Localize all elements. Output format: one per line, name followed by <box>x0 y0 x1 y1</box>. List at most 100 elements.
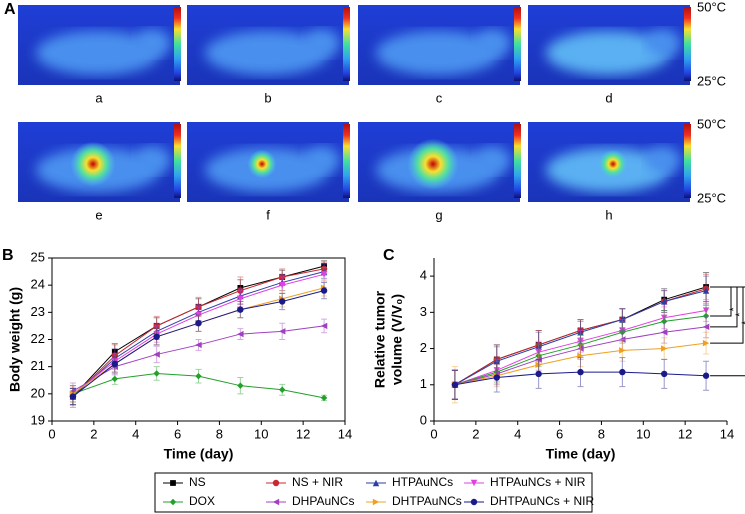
marker <box>153 322 160 330</box>
marker <box>279 273 286 281</box>
color-bar <box>684 124 691 198</box>
x-tick-label: 14 <box>338 426 352 441</box>
color-bar <box>174 124 181 198</box>
image-label: g <box>435 207 442 222</box>
legend-label: DHPAuNCs <box>292 494 354 508</box>
marker <box>702 307 710 314</box>
significance-bracket <box>710 286 745 377</box>
marker <box>619 347 626 354</box>
legend-label: DOX <box>189 494 215 508</box>
x-tick-label: 12 <box>678 426 692 441</box>
hot-spot <box>70 141 116 187</box>
significance-label: * <box>734 312 745 317</box>
marker <box>153 351 160 358</box>
mouse-body <box>376 31 500 75</box>
x-tick-label: 0 <box>48 426 55 441</box>
image-label: b <box>264 90 271 105</box>
color-bar <box>343 7 350 81</box>
thermal-image <box>18 5 181 85</box>
marker <box>702 372 710 379</box>
mouse-head <box>304 29 340 57</box>
marker <box>535 356 542 363</box>
marker <box>619 316 626 323</box>
marker <box>619 329 626 336</box>
marker <box>619 368 626 376</box>
marker <box>535 361 542 369</box>
thermal-image <box>18 122 181 202</box>
marker <box>493 374 500 381</box>
marker <box>170 480 176 486</box>
hot-spot <box>598 149 628 179</box>
marker <box>279 386 286 393</box>
x-tick-label: 0 <box>430 426 437 441</box>
marker <box>320 394 328 402</box>
hot-spot <box>407 138 459 190</box>
y-tick-label: 25 <box>31 249 45 264</box>
y-tick-label: 23 <box>31 304 45 319</box>
color-bar <box>514 124 521 198</box>
marker <box>702 287 710 294</box>
marker <box>279 298 286 305</box>
marker <box>153 333 160 340</box>
x-tick-label: 12 <box>296 426 310 441</box>
y-tick-label: 20 <box>31 385 45 400</box>
scale-max: 50°C <box>697 0 726 14</box>
marker <box>195 320 202 327</box>
marker <box>153 370 160 377</box>
image-label: f <box>266 207 270 222</box>
image-label: h <box>605 207 612 222</box>
marker <box>372 498 380 506</box>
x-axis-title: Time (day) <box>164 446 234 462</box>
marker <box>661 345 668 352</box>
marker <box>619 336 626 343</box>
marker <box>111 375 118 383</box>
marker <box>237 287 244 294</box>
marker <box>237 382 244 389</box>
thermal-image <box>358 122 521 202</box>
scale-min: 25°C <box>697 190 726 205</box>
y-tick-label: 22 <box>31 331 45 346</box>
marker <box>661 314 668 321</box>
marker <box>577 329 584 336</box>
image-label: d <box>605 90 612 105</box>
marker <box>577 352 584 359</box>
x-tick-label: 4 <box>514 426 521 441</box>
legend-label: NS + NIR <box>292 475 343 489</box>
mouse-head <box>304 146 340 174</box>
x-tick-label: 10 <box>254 426 268 441</box>
marker <box>577 345 584 352</box>
panel-label: C <box>383 247 395 264</box>
marker <box>470 498 478 506</box>
y-tick-label: 21 <box>31 358 45 373</box>
marker <box>237 330 244 338</box>
marker <box>661 329 668 336</box>
image-label: c <box>436 90 443 105</box>
marker <box>470 479 478 487</box>
marker <box>195 372 202 380</box>
marker <box>320 287 328 294</box>
mouse-body <box>205 31 329 75</box>
mouse-head <box>475 146 511 174</box>
legend-box <box>154 472 593 513</box>
marker <box>702 339 710 347</box>
y-tick-label: 1 <box>420 376 427 391</box>
legend-label: DHTPAuNCs + NIR <box>490 494 594 508</box>
x-tick-label: 2 <box>472 426 479 441</box>
marker <box>195 341 202 349</box>
x-tick-label: 8 <box>216 426 223 441</box>
x-tick-label: 14 <box>720 426 734 441</box>
marker <box>372 479 380 487</box>
marker <box>169 498 177 506</box>
x-tick-label: 6 <box>556 426 563 441</box>
y-axis-title: Body weight (g) <box>7 287 23 392</box>
thermal-image <box>358 5 521 85</box>
mouse-head <box>135 146 171 174</box>
mouse-head <box>135 29 171 57</box>
legend-label: HTPAuNCs + NIR <box>490 475 586 489</box>
thermal-image <box>187 5 350 85</box>
mouse-head <box>475 29 511 57</box>
x-tick-label: 6 <box>174 426 181 441</box>
marker <box>661 298 668 305</box>
x-tick-label: 8 <box>598 426 605 441</box>
